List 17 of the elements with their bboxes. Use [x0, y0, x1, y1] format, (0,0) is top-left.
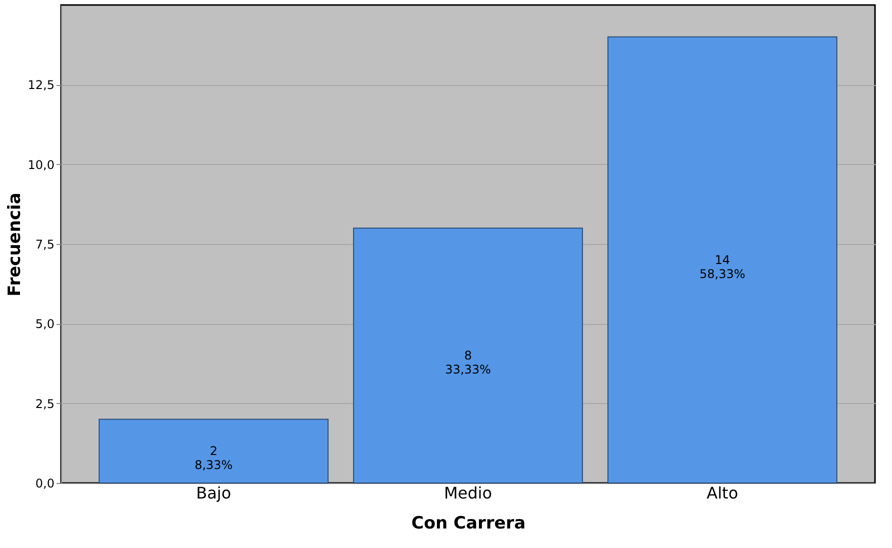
x-tick-label: Bajo: [196, 484, 232, 502]
y-tick-label: 2,5: [35, 396, 54, 411]
data-label: 2 8,33%: [194, 444, 233, 472]
bar: [98, 418, 329, 484]
x-tick-label: Alto: [706, 484, 738, 502]
bar: [607, 36, 838, 484]
x-tick-label: Medio: [444, 484, 492, 502]
data-label: 14 58,33%: [699, 252, 746, 281]
y-tick-label: 5,0: [35, 317, 54, 332]
x-axis-title: Con Carrera: [411, 514, 526, 534]
bar: [353, 228, 583, 484]
data-label: 8 33,33%: [445, 348, 491, 377]
y-tick-label: 10,0: [28, 158, 54, 172]
y-axis-title: Frecuencia: [4, 192, 25, 296]
y-tick-label: 7,5: [35, 238, 54, 252]
y-tick-label: 12,5: [28, 78, 54, 92]
y-tick-label: 0,0: [35, 476, 54, 490]
